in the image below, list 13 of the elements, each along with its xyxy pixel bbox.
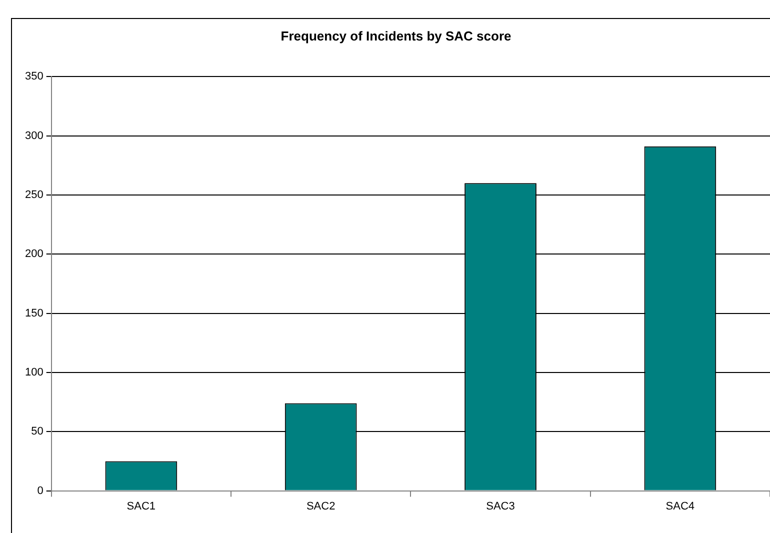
y-tick-label: 350 [24,70,44,83]
chart-title: Frequency of Incidents by SAC score [280,28,512,44]
y-tick-label: 0 [37,484,44,497]
y-tick-label: 50 [31,426,44,438]
y-tick-label: 250 [24,188,44,201]
y-tick-label: 300 [24,130,44,142]
x-tick-label: SAC1 [126,500,156,512]
y-tick-label: 200 [24,248,44,260]
x-tick-label: SAC2 [306,500,336,512]
x-tick-label: SAC3 [486,500,515,512]
y-tick-label: 100 [24,366,44,378]
x-tick-label: SAC4 [666,500,695,512]
y-tick-label: 150 [24,307,44,320]
